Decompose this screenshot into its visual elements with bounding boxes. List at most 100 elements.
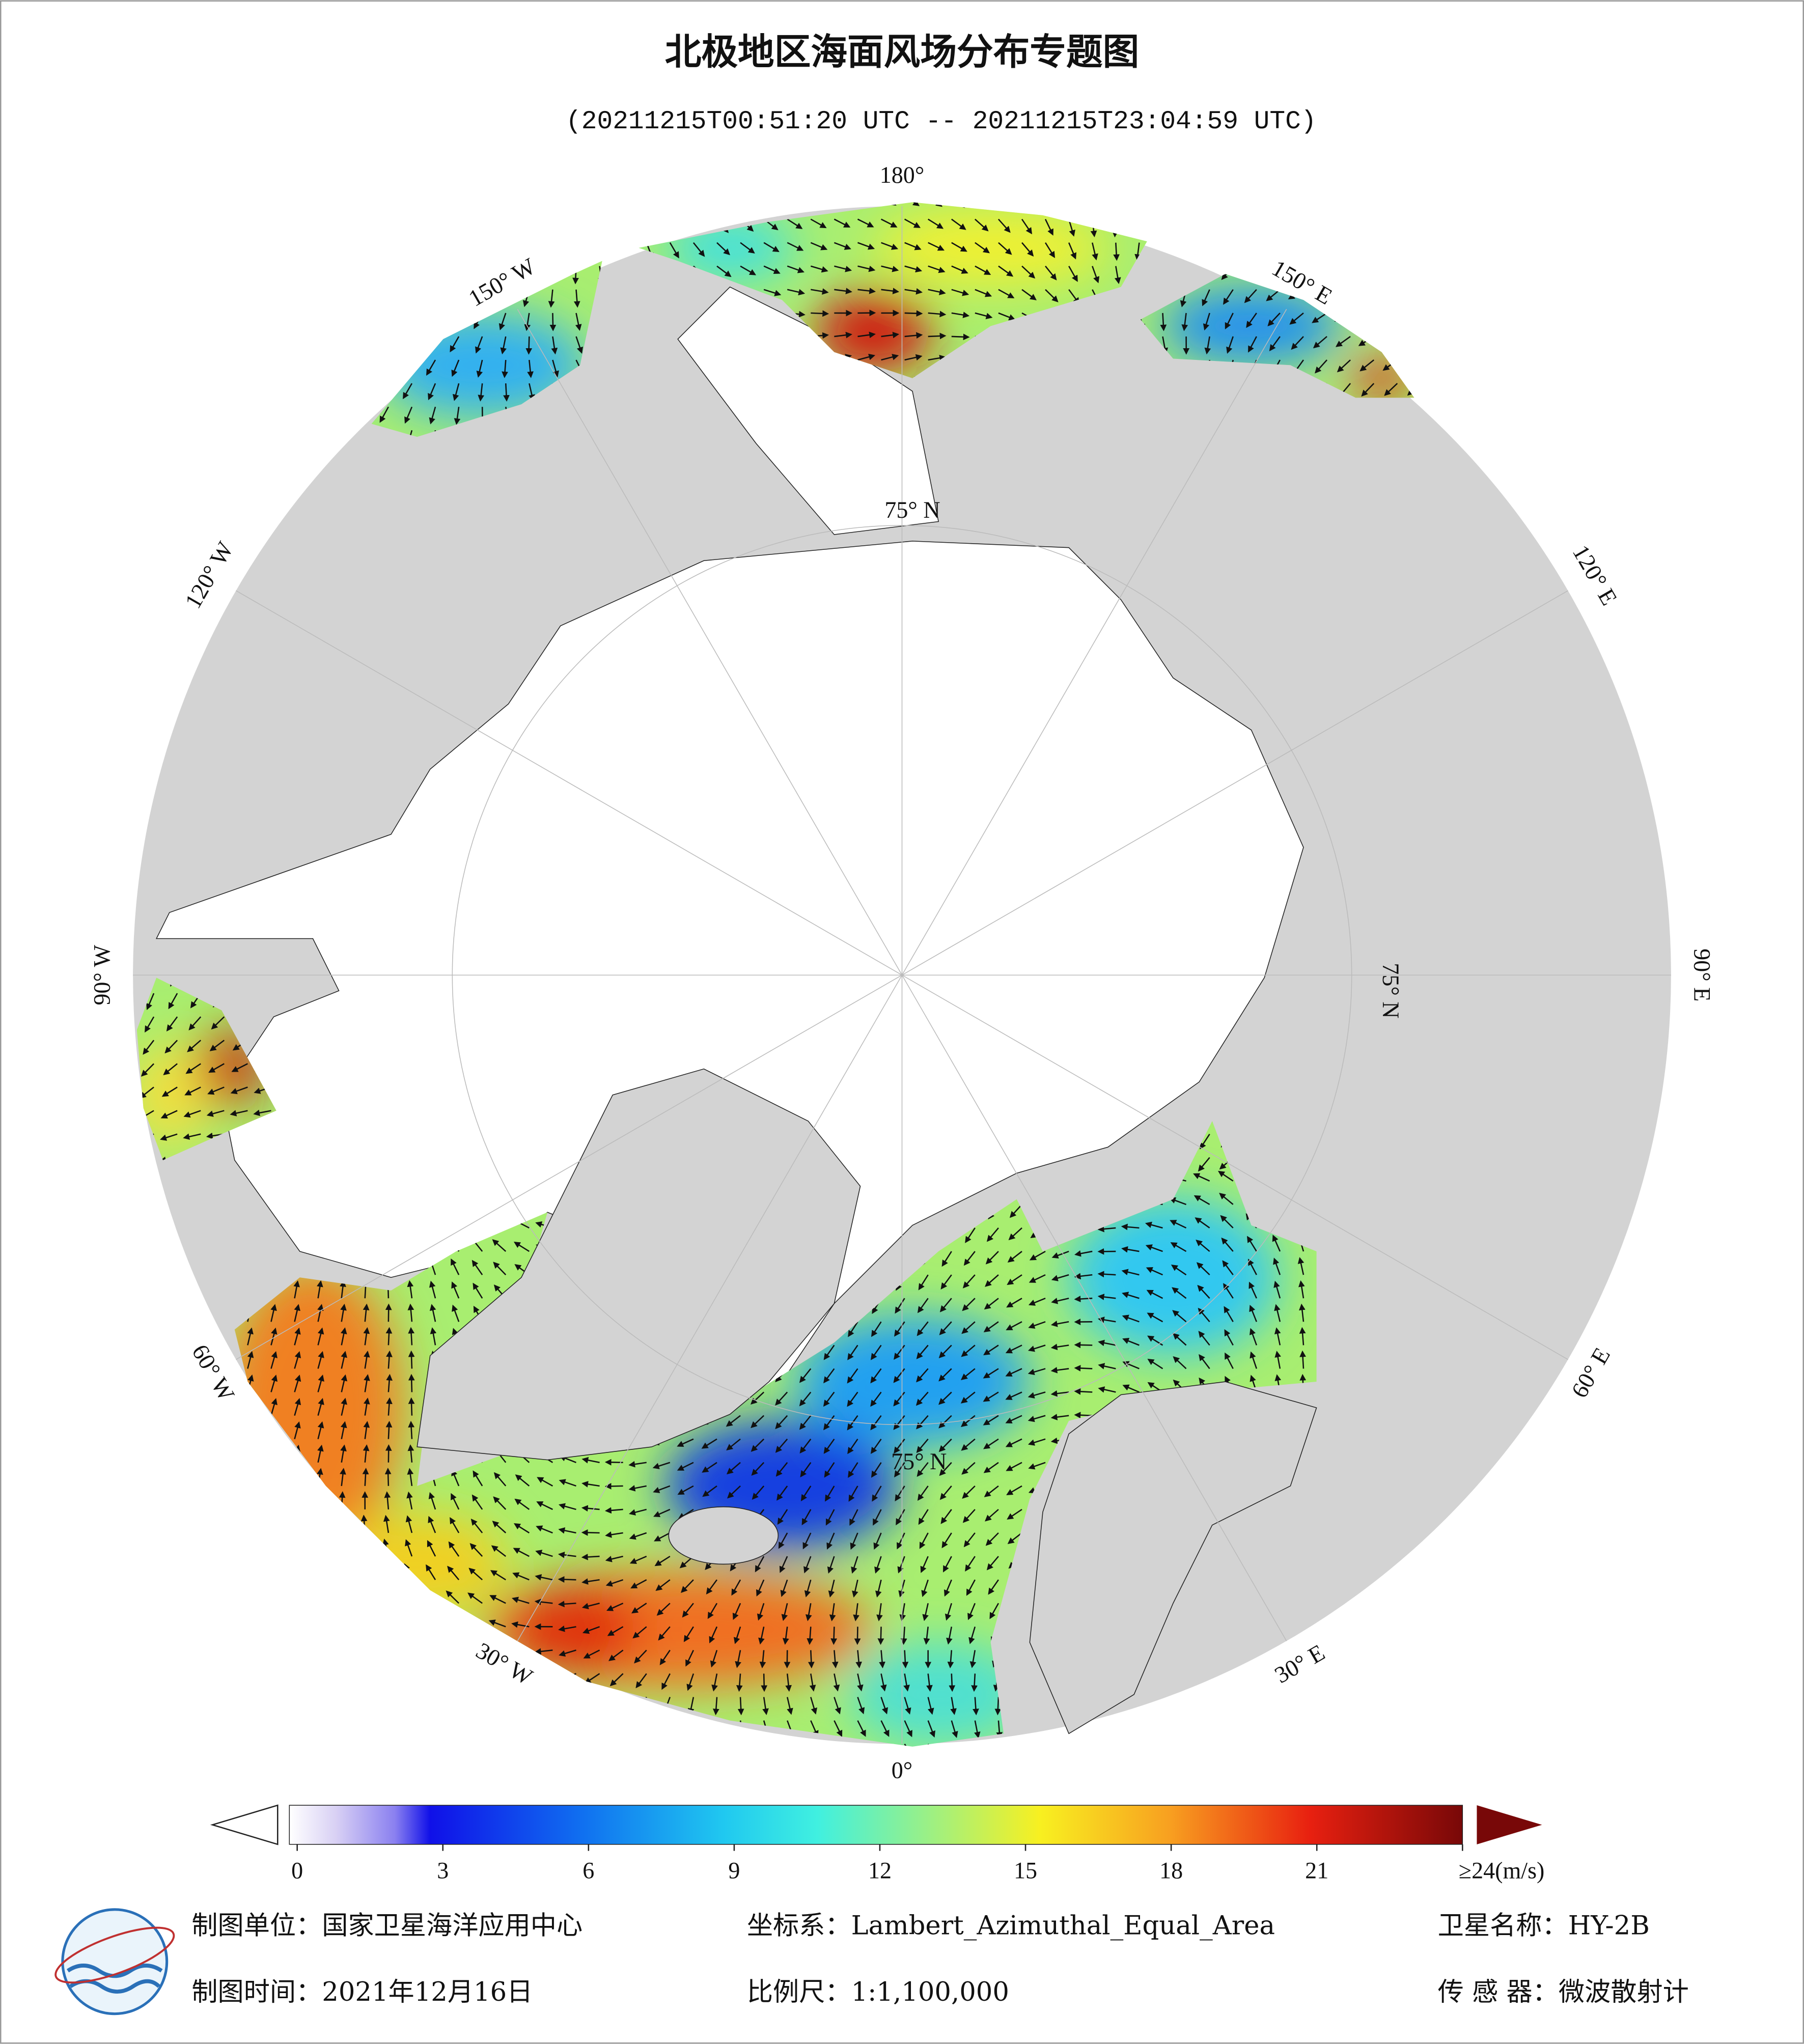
wind-arrow [1407,383,1414,396]
wind-arrow [183,1133,201,1140]
wind-arrow [983,1368,999,1379]
wind-arrow [164,1040,178,1054]
wind-arrow [341,1374,348,1392]
wind-arrow [1272,1235,1281,1252]
wind-arrow [971,1673,978,1692]
wind-arrow [1113,242,1120,261]
wind-arrow [1249,1328,1258,1346]
wind-arrow [1074,1273,1093,1280]
wind-arrow [917,1298,929,1313]
wind-arrow [575,336,584,354]
wind-arrow [408,1397,415,1416]
wind-arrow [1273,1280,1281,1299]
wind-arrow [962,1298,976,1311]
wind-arrow [1121,1269,1140,1276]
wind-arrow [763,289,782,296]
wind-arrow [471,1259,483,1275]
wind-arrow [1122,1314,1140,1323]
wind-arrow [1045,289,1059,302]
wind-arrow [363,1351,370,1369]
wind-arrow [975,218,989,232]
wind-arrow [1051,1297,1069,1304]
wind-arrow [938,1345,952,1358]
wind-arrow [1204,336,1211,355]
wind-arrow [960,1391,976,1404]
wind-arrow [1226,336,1234,354]
wind-arrow [787,242,804,251]
wind-arrow [904,202,920,206]
wind-arrow [983,1391,999,1402]
wind-arrow [551,336,558,355]
colorbar-tick-label: 21 [1305,1858,1328,1884]
wind-arrow [1051,1250,1069,1259]
colorbar [210,1804,1542,1845]
longitude-label: 90° E [1689,948,1715,1001]
wind-arrow [984,1298,999,1310]
wind-arrow [871,1321,882,1337]
wind-arrow [1200,1133,1210,1150]
colorbar-ramp [289,1805,1463,1845]
wind-arrow [737,1697,744,1716]
wind-arrow [1249,1305,1258,1322]
wind-arrow [763,265,781,274]
wind-arrow [478,383,485,402]
wind-arrow [870,1368,882,1384]
wind-arrow [386,1350,393,1369]
wind-arrow [951,265,968,274]
subtitle: (20211215T00:51:20 UTC -- 20211215T23:04… [566,107,1316,136]
wind-arrow [1224,1306,1234,1322]
wind-arrow [775,1391,788,1406]
wind-arrow [524,313,531,331]
wind-arrow [1092,242,1098,261]
wind-arrow [881,288,900,294]
wind-arrow [1146,1290,1163,1299]
wind-arrow [317,1351,324,1369]
wind-arrow [1005,1368,1022,1377]
wind-arrow [928,354,947,361]
wind-arrow [1098,1339,1116,1347]
wind-arrow [1008,1227,1022,1241]
wind-arrow [1005,1345,1022,1354]
wind-arrow [716,242,730,256]
footer-satellite: 卫星名称：HY-2B [1438,1911,1650,1941]
wind-arrow [1359,359,1375,372]
wind-arrow [834,218,851,228]
wind-arrow [1291,336,1304,350]
wind-arrow [986,1227,999,1242]
wind-arrow [916,1368,929,1383]
wind-arrow [1021,289,1037,300]
wind-arrow [293,1280,300,1299]
wind-arrow [928,289,946,295]
wind-arrow [500,336,507,355]
wind-arrow [975,242,990,254]
wind-arrow [1021,265,1036,279]
wind-arrow [1147,1358,1163,1369]
wind-arrow [558,1576,576,1583]
wind-arrow [848,1321,858,1337]
wind-arrow [452,383,460,401]
wind-arrow [1248,1281,1257,1299]
wind-arrow [454,407,461,425]
wind-arrow [183,1110,201,1118]
map [133,202,1671,1747]
wind-arrow [604,1483,623,1490]
wind-arrow [904,242,922,250]
wind-arrow [1194,1195,1210,1206]
wind-arrow [1170,1220,1187,1229]
wind-arrow [1273,1257,1281,1275]
wind-arrow [951,289,969,296]
wind-arrow [939,1298,952,1312]
wind-arrow [141,1063,154,1077]
wind-arrow [1160,313,1167,331]
wind-arrow [1098,1363,1116,1369]
footer-scale: 比例尺：1:1,100,000 [747,1977,1009,2007]
wind-arrow [247,1327,254,1346]
wind-arrow [1225,313,1234,330]
wind-arrow [904,332,923,339]
wind-arrow [1051,1274,1069,1281]
wind-arrow [808,1650,815,1669]
wind-arrow [1006,1298,1022,1308]
wind-arrow [1045,242,1056,259]
wind-arrow [1007,1251,1022,1263]
wind-arrow [316,1280,323,1299]
